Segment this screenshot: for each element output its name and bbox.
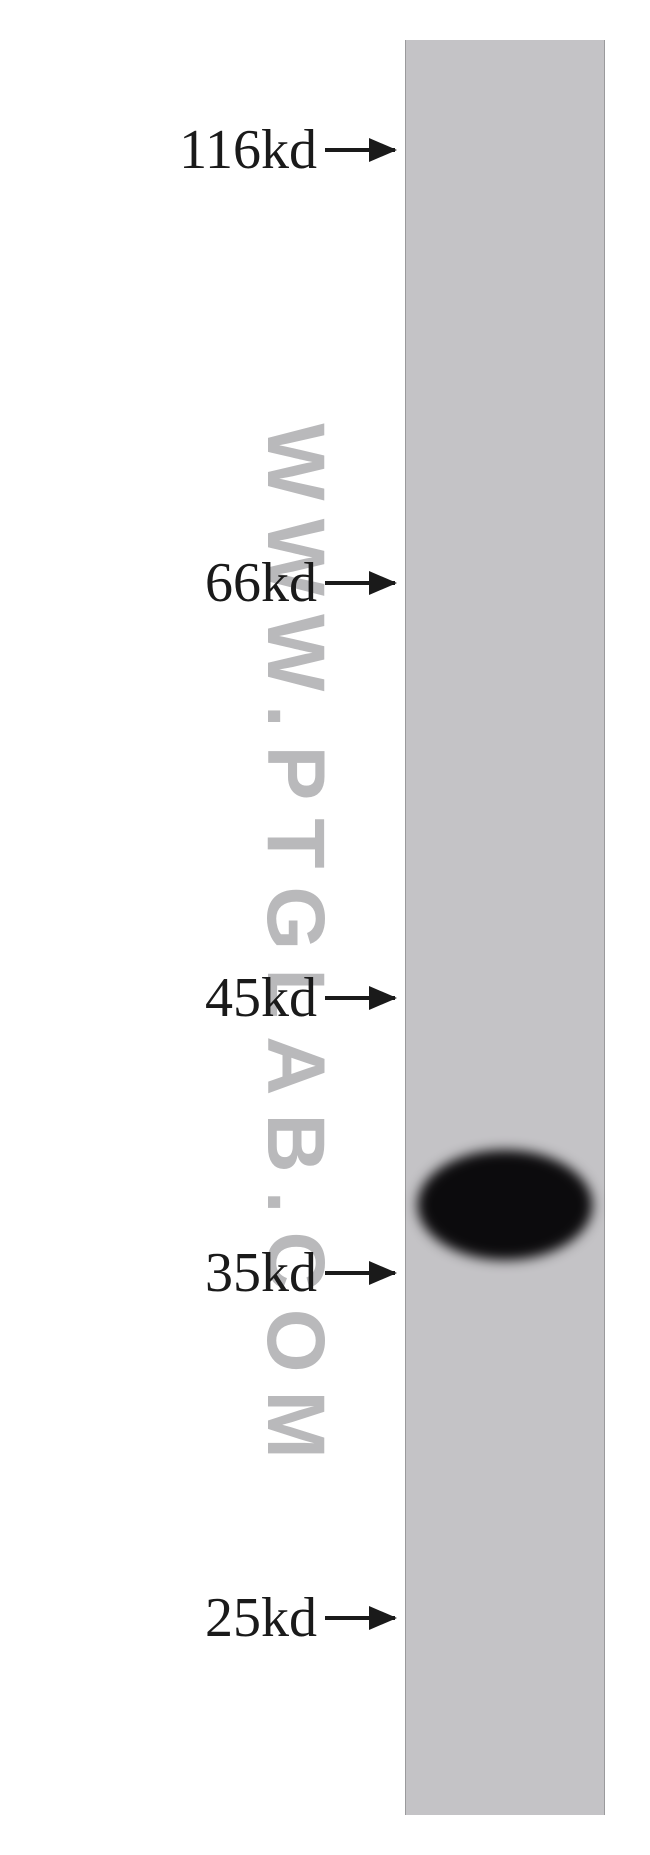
blot-lane [405,40,605,1815]
marker-label: 45kd [205,970,317,1026]
arrow-right-icon [325,141,395,159]
western-blot: WWW.PTGLAB.COM 116kd66kd45kd35kd25kd [0,0,650,1855]
marker-label: 25kd [205,1590,317,1646]
marker-row: 25kd [205,1590,395,1646]
protein-band [418,1150,593,1260]
arrow-right-icon [325,989,395,1007]
marker-label: 35kd [205,1245,317,1301]
arrow-right-icon [325,574,395,592]
arrow-right-icon [325,1264,395,1282]
marker-label: 116kd [179,122,317,178]
marker-row: 35kd [205,1245,395,1301]
marker-row: 66kd [205,555,395,611]
marker-row: 45kd [205,970,395,1026]
arrow-right-icon [325,1609,395,1627]
marker-label: 66kd [205,555,317,611]
marker-row: 116kd [179,122,395,178]
